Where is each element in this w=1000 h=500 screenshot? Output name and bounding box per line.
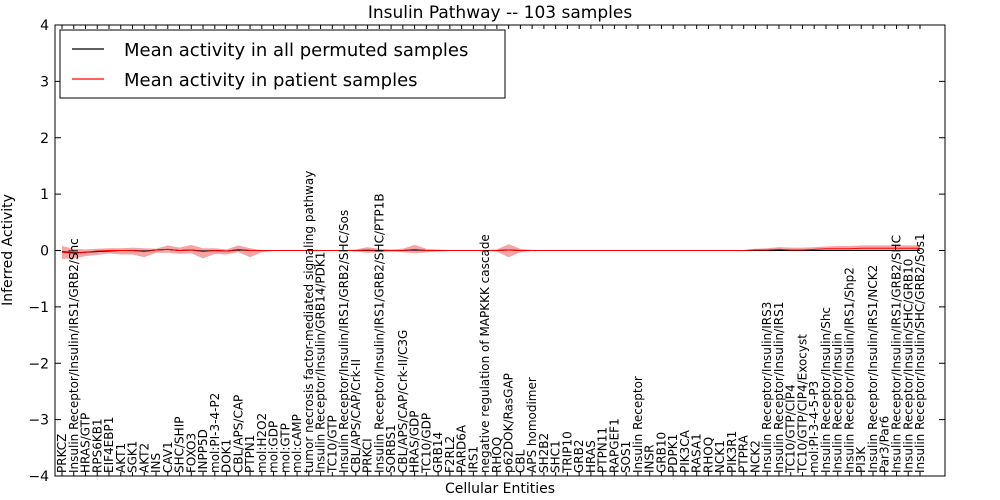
y-axis-label: Inferred Activity (0, 194, 16, 306)
y-tick-label: 4 (40, 18, 49, 34)
x-category-label: PTPRA (737, 434, 751, 473)
x-category-label: AKT2 (137, 443, 151, 473)
x-category-label: Insulin Receptor/Insulin/Shc (819, 307, 833, 473)
x-category-label: Insulin Receptor (631, 376, 645, 473)
patient-activity-band (62, 244, 920, 259)
x-category-label: mol:H2O2 (255, 413, 269, 473)
x-category-label: mol:PI-3-4-5-P3 (807, 381, 821, 473)
x-category-label: SHC/SHIP (173, 417, 187, 473)
x-category-label: DOK1 (220, 439, 234, 473)
x-category-label: RAPGEF1 (607, 418, 621, 473)
x-category-label: GRB10 (654, 432, 668, 473)
x-category-label: Insulin Receptor/Insulin/IRS1/GRB2/SHC/S… (337, 210, 351, 473)
x-category-label: PRKCZ (55, 434, 69, 473)
x-category-label: RASA1 (690, 433, 704, 473)
x-category-label: Insulin Receptor/Insulin/SHC/GRB2/Sos1 (913, 233, 927, 473)
x-category-label: negative regulation of MAPKKK cascade (478, 234, 492, 473)
x-category-label: Insulin Receptor/Insulin (831, 333, 845, 473)
x-category-label: Insulin Receptor/Insulin/SHC/GRB10 (901, 259, 915, 473)
x-category-label: APS homodimer (525, 377, 539, 473)
patient-mean-line (61, 247, 920, 254)
x-category-label: mol:cAMP (290, 414, 304, 473)
x-category-label: mol:GDP (267, 421, 281, 473)
x-category-label: Insulin Receptor/Insulin/IRS1/Shp2 (842, 267, 856, 473)
y-axis: −4 −3 −2 −1 0 1 2 3 4 (28, 18, 945, 485)
y-tick-label: 3 (40, 74, 49, 90)
x-category-label: EIF4EBP1 (102, 417, 116, 473)
x-category-label: INS (149, 453, 163, 473)
x-category-label: RHOQ (490, 437, 504, 473)
x-category-label: HRAS/GDP (408, 410, 422, 473)
x-category-label: SORBS1 (384, 424, 398, 473)
x-category-label: HRAS (584, 440, 598, 473)
x-category-label: CBL (513, 449, 527, 473)
x-category-label: Insulin Receptor/Insulin/IRS1/GRB2/Shc (67, 238, 81, 473)
x-category-label: INSR (643, 445, 657, 473)
x-category-label: SH2B2 (537, 433, 551, 473)
legend-label-patient: Mean activity in patient samples (124, 70, 418, 91)
y-tick-label: −2 (28, 356, 49, 372)
series-line-layer (61, 247, 920, 254)
y-tick-label: −1 (28, 300, 49, 316)
x-category-label: mol:GTP (278, 423, 292, 473)
x-category-label: GRB2 (572, 439, 586, 473)
x-category-label: CBL/APS/CAP/Crk-II/C3G (396, 330, 410, 473)
x-category-label: TC10/GDP (419, 413, 433, 474)
x-category-label: PDPK1 (666, 434, 680, 473)
x-category-label: PTPN11 (596, 427, 610, 473)
x-category-label: NCK1 (713, 440, 727, 473)
legend: Mean activity in all permuted samples Me… (59, 29, 506, 99)
x-category-label: Insulin Receptor/Insulin/GRB14/PDK1 (314, 252, 328, 473)
x-category-label: Insulin Receptor/Insulin/IRS1/GRB2/SHC (889, 235, 903, 473)
x-category-label: p62DOK/RasGAP (502, 373, 516, 473)
y-tick-label: −4 (28, 469, 49, 485)
x-category-label: PARD6A (455, 424, 469, 473)
legend-box (59, 29, 506, 99)
x-category-label: tumor necrosis factor-mediated signaling… (302, 171, 316, 473)
x-category-label: SHC1 (549, 440, 563, 473)
x-category-label: PTPN1 (243, 435, 257, 473)
x-category-label: SGK1 (126, 441, 140, 473)
x-category-label: PRKCI (361, 438, 375, 473)
x-category-label: HRAS/GTP (79, 413, 93, 473)
x-category-label: F2RL2 (443, 436, 457, 473)
x-category-label: RPS6KB1 (90, 418, 104, 473)
x-category-label: PIK3R1 (725, 431, 739, 473)
x-category-label: Insulin Receptor/Insulin/IRS1/NCK2 (866, 265, 880, 473)
x-category-label: RHOQ (701, 437, 715, 473)
x-category-label: AKT1 (114, 443, 128, 473)
x-category-label: CBL/APS/CAP/Crk-II (349, 359, 363, 473)
x-category-label: Par3/Par6 (878, 416, 892, 473)
x-category-label: TC10/GTP/CIP4 (784, 384, 798, 474)
x-category-label: TC10/GTP (325, 415, 339, 474)
y-tick-label: 1 (40, 187, 49, 203)
legend-label-permuted: Mean activity in all permuted samples (124, 40, 468, 61)
x-category-label: GRB14 (431, 432, 445, 473)
x-category-label: PI3K (854, 446, 868, 473)
x-category-label: CBL/APS/CAP (231, 395, 245, 473)
x-category-label: NCK2 (748, 440, 762, 473)
y-tick-label: −3 (28, 413, 49, 429)
chart-title: Insulin Pathway -- 103 samples (368, 3, 633, 23)
x-category-label: Insulin Receptor/Insulin/IRS1/GRB2/SHC/P… (372, 193, 386, 473)
x-category-label: FOXO3 (184, 433, 198, 473)
x-category-label: TC10/GTP/CIP4/Exocyst (795, 334, 809, 474)
x-category-label: PIK3CA (678, 429, 692, 473)
x-category-label: Insulin Receptor/Insulin/IRS3 (760, 302, 774, 473)
x-category-label: mol:PI-3-4-P2 (208, 393, 222, 473)
y-tick-label: 0 (40, 244, 49, 260)
x-category-label: IRS1 (466, 446, 480, 473)
x-category-label: CAV1 (161, 441, 175, 473)
x-category-label: INPP5D (196, 429, 210, 473)
x-axis-label: Cellular Entities (445, 481, 555, 497)
x-category-label: SOS1 (619, 441, 633, 473)
x-category-label: TRIP10 (560, 431, 574, 474)
y-tick-label: 2 (40, 131, 49, 147)
x-category-label: Insulin Receptor/Insulin/IRS1 (772, 302, 786, 473)
series-band-layer (62, 244, 920, 259)
